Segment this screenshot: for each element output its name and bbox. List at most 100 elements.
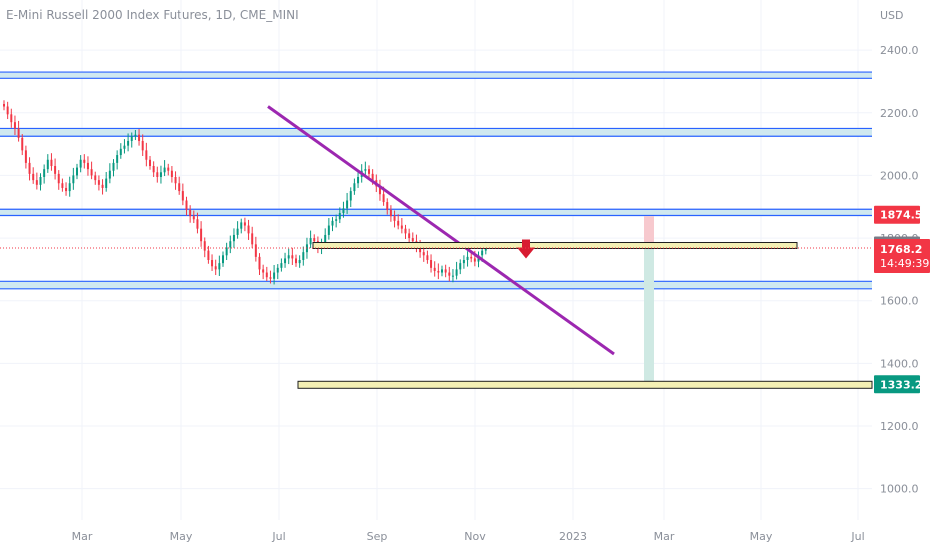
candle-body — [28, 162, 31, 174]
trendline — [267, 105, 615, 356]
candle-body — [46, 159, 49, 170]
candle-body — [324, 234, 327, 245]
candle-body — [178, 183, 181, 192]
candle-body — [43, 169, 46, 177]
candle-body — [269, 277, 272, 279]
zone-fill — [0, 72, 872, 79]
candle-body — [116, 155, 119, 163]
projection-target-zone — [644, 245, 654, 385]
time-tick-label: Mar — [654, 530, 675, 543]
candle-body — [105, 178, 108, 188]
time-tick-label: Mar — [72, 530, 93, 543]
candle-body — [484, 247, 487, 251]
candle-body — [214, 266, 217, 270]
candle-body — [97, 180, 100, 185]
zone-fill — [0, 281, 872, 289]
candle-body — [397, 220, 400, 226]
price-tick-label: 2200.0 — [880, 107, 919, 120]
candle-body — [462, 260, 465, 264]
candle-body — [473, 258, 476, 262]
candle-body — [284, 258, 287, 264]
price-badge-current-text: 1768.2 — [880, 243, 922, 256]
drawing-overlays — [0, 105, 873, 389]
price-badge-target-text: 1333.2 — [880, 378, 922, 391]
price-tick-label: 1600.0 — [880, 295, 919, 308]
candle-body — [331, 220, 334, 226]
candle-body — [386, 202, 389, 210]
candle-body — [138, 134, 141, 141]
candle-body — [335, 219, 338, 221]
candle-body — [258, 256, 261, 270]
candle-body — [430, 260, 433, 268]
time-tick-label: Nov — [464, 530, 486, 543]
candle-body — [251, 233, 254, 245]
price-tick-label: 1000.0 — [880, 483, 919, 496]
candle-body — [240, 222, 243, 229]
candle-body — [302, 252, 305, 260]
candle-body — [349, 191, 352, 201]
candle-body — [232, 234, 235, 242]
candle-body — [265, 272, 268, 278]
time-tick-label: Jul — [850, 530, 864, 543]
candle-body — [167, 167, 170, 171]
candle-body — [382, 194, 385, 203]
candle-body — [280, 263, 283, 268]
candle-body — [389, 209, 392, 217]
candle-body — [130, 136, 133, 141]
time-axis[interactable]: Mar May Jul Sep Nov 2023 Mar May Jul — [72, 530, 865, 543]
time-tick-label: Sep — [367, 530, 388, 543]
candle-body — [90, 169, 93, 176]
candle-body — [218, 263, 221, 270]
candle-body — [342, 208, 345, 214]
candle-body — [222, 255, 224, 264]
candle-body — [203, 241, 206, 251]
candle-body — [24, 150, 27, 163]
candle-body — [68, 183, 71, 192]
candle-body — [243, 222, 246, 226]
candle-body — [298, 260, 301, 264]
target-level-bar — [297, 380, 873, 389]
candle-body — [35, 180, 38, 185]
candle-body — [101, 184, 104, 188]
candle-body — [149, 159, 151, 167]
candle-body — [338, 213, 341, 220]
zone-fill — [0, 209, 872, 216]
candle-body — [192, 216, 195, 220]
candle-body — [426, 255, 429, 260]
price-badge-current — [874, 239, 930, 274]
candle-body — [437, 270, 440, 273]
candle-body — [229, 241, 232, 248]
candles — [3, 100, 487, 285]
candle-body — [174, 176, 177, 184]
candle-body — [346, 200, 349, 209]
price-badge-1874 — [874, 205, 920, 224]
time-tick-label: Jul — [271, 530, 285, 543]
candle-body — [17, 128, 20, 138]
candle-body — [448, 272, 451, 276]
candle-body — [134, 134, 137, 137]
candle-body — [6, 106, 9, 115]
price-tick-label: 2000.0 — [880, 169, 919, 182]
candle-body — [21, 137, 24, 151]
candle-body — [112, 162, 115, 171]
candle-body — [108, 170, 111, 179]
candle-body — [61, 183, 64, 188]
candle-body — [254, 244, 257, 257]
candle-body — [54, 166, 57, 174]
candle-body — [411, 238, 414, 242]
chart-grid — [0, 0, 872, 520]
candle-body — [94, 175, 97, 181]
candle-body — [364, 169, 367, 171]
candle-body — [79, 159, 82, 168]
candle-body — [378, 186, 381, 195]
candle-body — [156, 172, 159, 177]
candle-body — [196, 219, 199, 229]
candle-body — [295, 258, 297, 264]
price-badge-1874-text: 1874.5 — [880, 209, 922, 222]
candle-body — [13, 122, 16, 129]
price-badge-target — [874, 375, 920, 394]
candle-body — [119, 148, 122, 156]
candle-body — [404, 228, 407, 234]
candle-body — [57, 173, 60, 184]
